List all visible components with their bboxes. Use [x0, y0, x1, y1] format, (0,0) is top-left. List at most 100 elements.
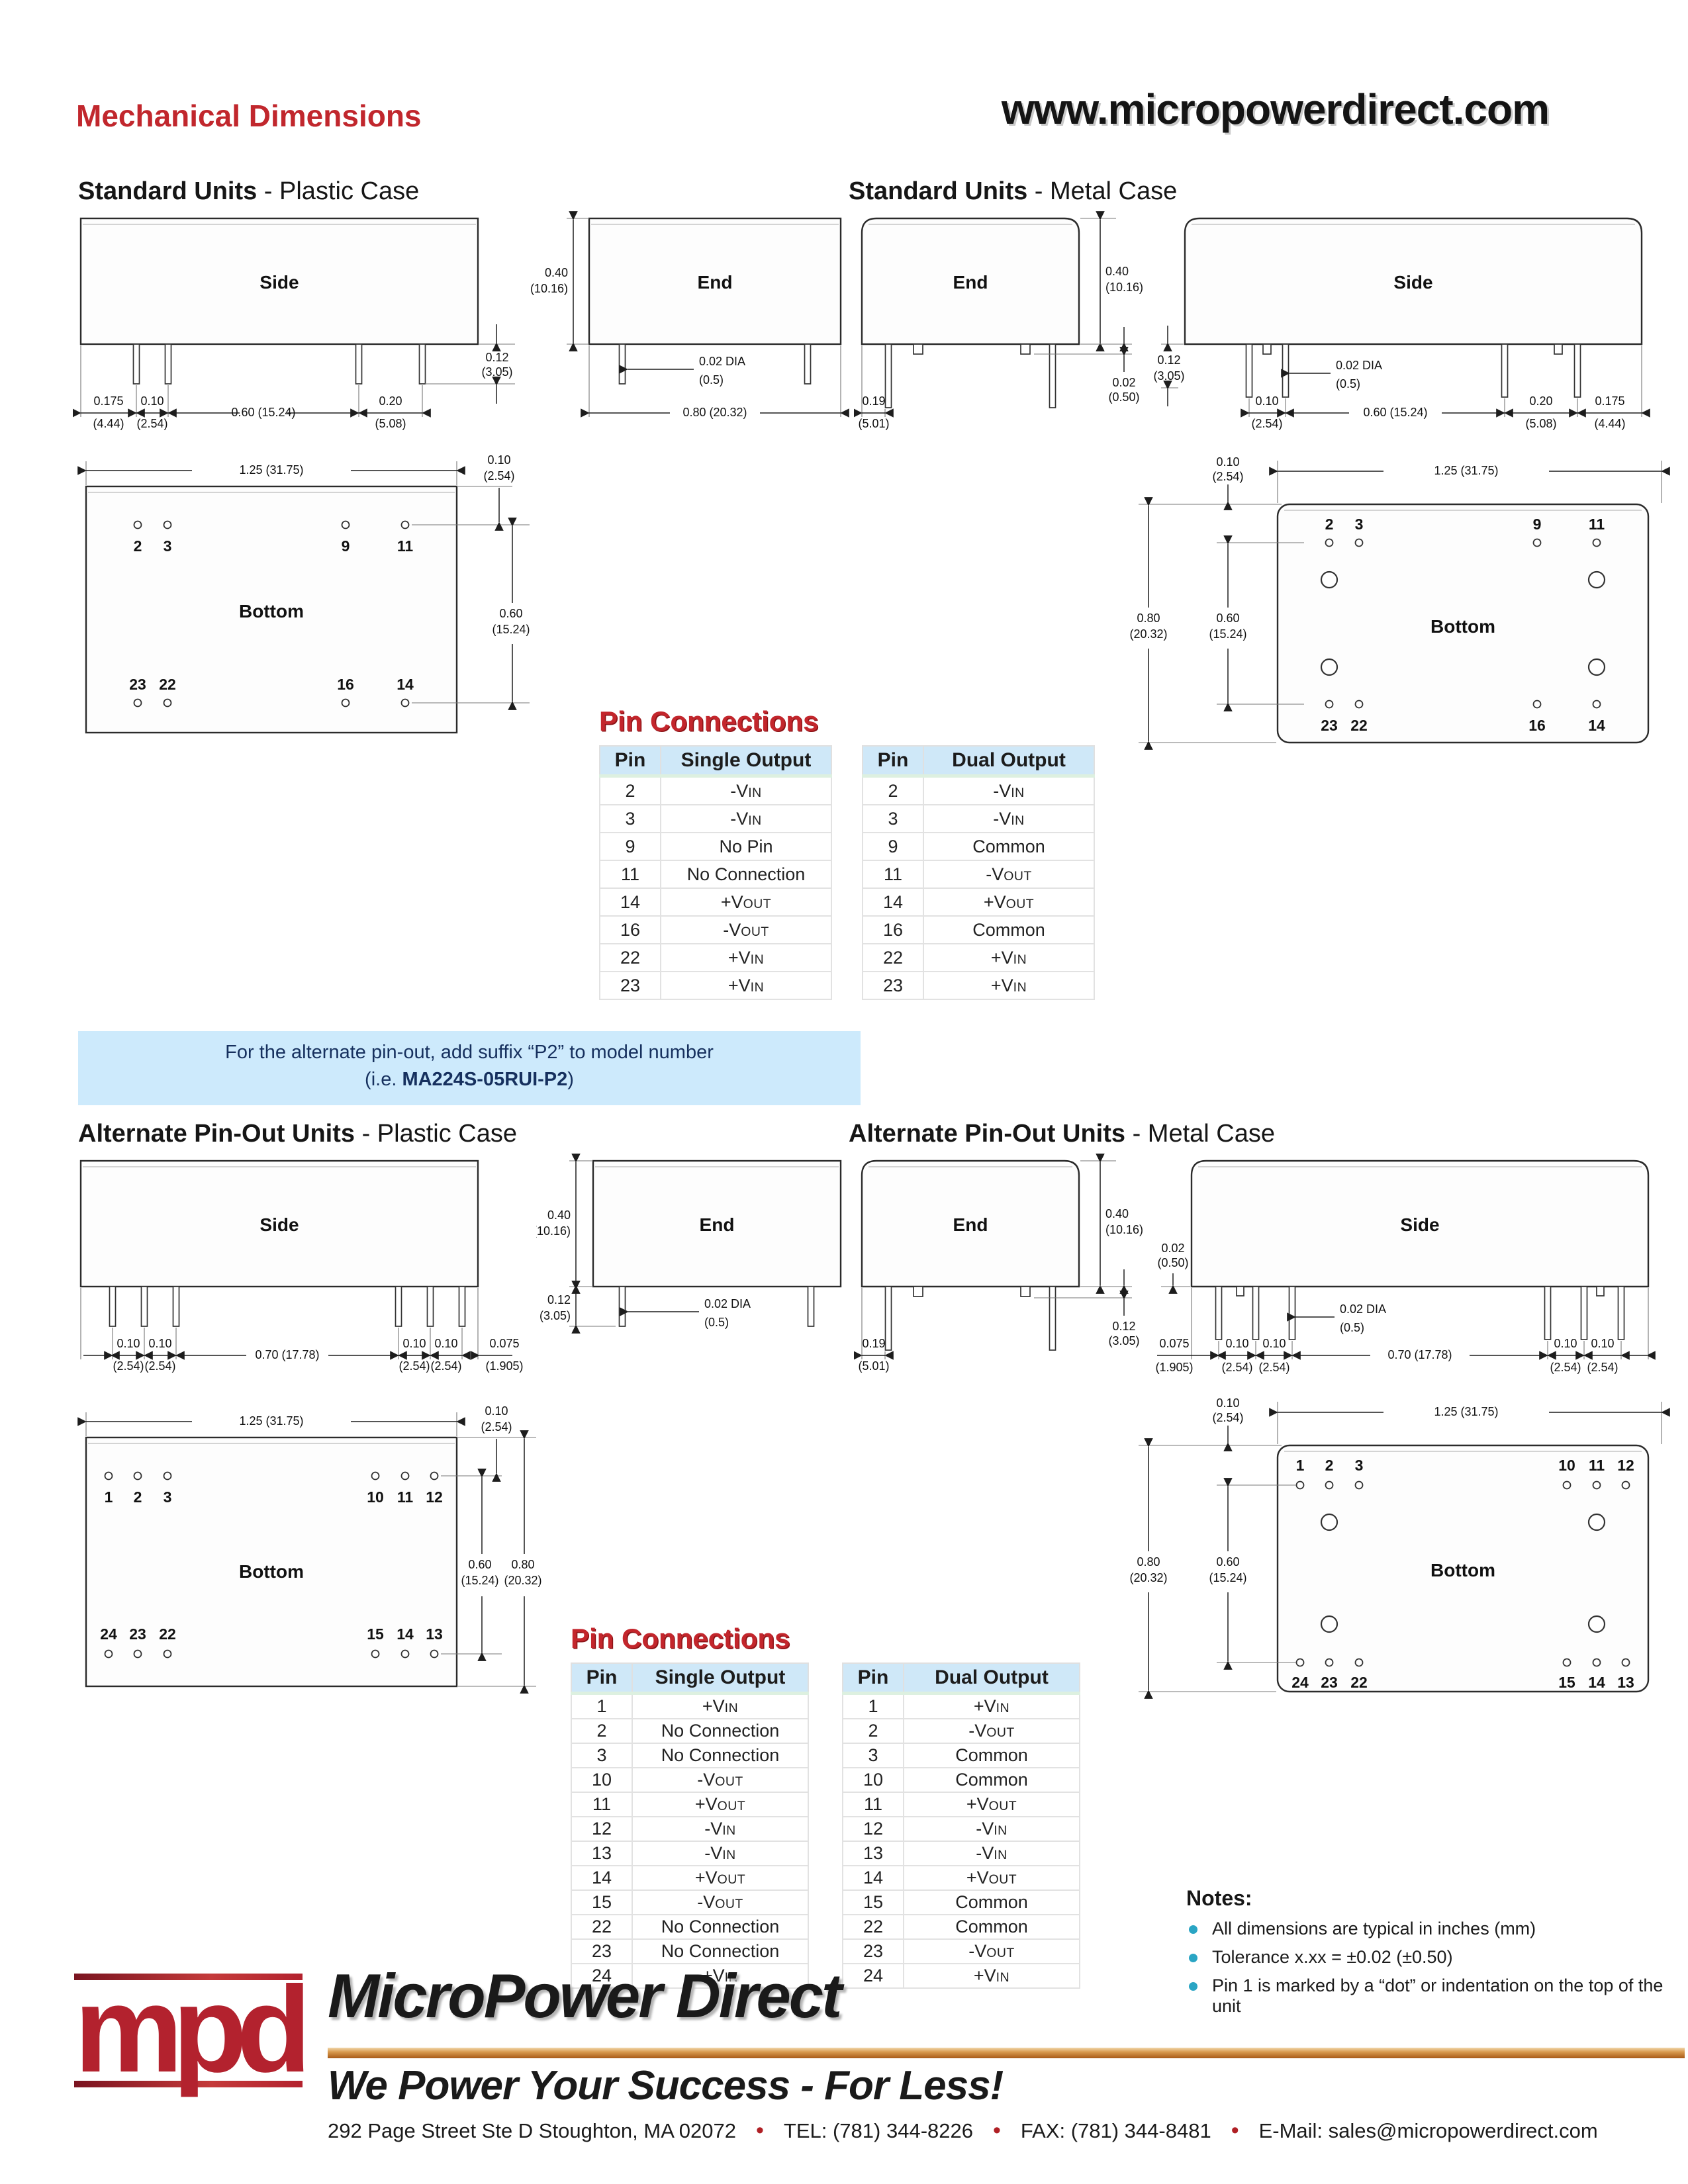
- pin-number: 23: [129, 676, 146, 693]
- contact-line: 292 Page Street Ste D Stoughton, MA 0207…: [328, 2118, 1688, 2144]
- dim-label: 0.10: [140, 394, 164, 408]
- dim-label: 1.25 (31.75): [1434, 464, 1498, 477]
- case-body: [1276, 1444, 1650, 1693]
- section-heading-std-plastic: Standard Units - Plastic Case: [78, 177, 419, 206]
- view-label: End: [698, 272, 733, 293]
- table-row: 15 -VOUT: [571, 1889, 809, 1915]
- column-header: Pin: [571, 1662, 633, 1695]
- dim-flange: 0.02 (0.50): [1157, 1242, 1190, 1294]
- table-header-row: Pin Single Output: [571, 1662, 809, 1695]
- dim-pin-dia: 0.02 DIA (0.5): [1281, 359, 1382, 390]
- dim-label: (3.05): [1153, 369, 1184, 383]
- pin-number: 23: [1321, 717, 1338, 734]
- pin-number-cell: 9: [862, 832, 924, 861]
- pin-number: 10: [367, 1488, 384, 1506]
- table-row: 11 +VOUT: [842, 1792, 1080, 1817]
- alternate-pinout-banner: For the alternate pin-out, add suffix “P…: [78, 1031, 861, 1105]
- view-label: End: [953, 1214, 988, 1235]
- mpd-logo: mpd: [74, 1969, 322, 2091]
- dim-label: (20.32): [1129, 1571, 1167, 1584]
- dim-label: (10.16): [530, 282, 568, 295]
- dim-width: 1.25 (31.75): [1269, 1402, 1670, 1444]
- dim-label: 0.02: [1161, 1242, 1184, 1255]
- pin-function-cell: -VIN: [903, 1841, 1080, 1866]
- dim-label: (2.54): [430, 1359, 461, 1373]
- case-body: [79, 1160, 479, 1288]
- drawing-alt-metal-end: End 0.40 (10.16) 0.12 (3.05) 0.19 (5.01): [854, 1154, 1143, 1373]
- pin-function-cell: -VOUT: [923, 860, 1095, 889]
- dim-label: 0.075: [489, 1337, 519, 1350]
- fax-number: FAX: (781) 344-8481: [1020, 2118, 1211, 2142]
- dim-label: 0.02 DIA: [699, 355, 745, 368]
- pin-number-cell: 10: [842, 1767, 904, 1793]
- bullet-icon: [1189, 1954, 1197, 1962]
- case-body: [85, 485, 458, 734]
- table-row: 3 -VIN: [599, 804, 832, 833]
- dim-label: (2.54): [1258, 1361, 1289, 1374]
- dim-pin-offset: 0.19 (5.01): [854, 345, 894, 430]
- drawing-std-plastic-bottom: 1.25 (31.75) Bottom 2 3 9 11 23 22 16 14…: [77, 453, 530, 734]
- pin-number: 24: [100, 1625, 117, 1643]
- dim-height: 0.40 (10.16): [1080, 1154, 1143, 1294]
- pin-connections-title: Pin Connections: [599, 705, 819, 737]
- pin-number-cell: 14: [862, 887, 924, 917]
- pin-number: 12: [1617, 1457, 1634, 1474]
- pin-number-cell: 12: [571, 1816, 633, 1842]
- pin-number-cell: 2: [842, 1718, 904, 1744]
- pin-table-alternate-dual: Pin Dual Output 1 +VIN 2 -VOUT 3 Common 10 Common…: [842, 1662, 1080, 1989]
- dim-label: (15.24): [1209, 627, 1246, 641]
- dim-label: (0.5): [699, 373, 724, 387]
- dim-label: (2.54): [1550, 1361, 1581, 1374]
- dim-label: (10.16): [1105, 281, 1143, 294]
- dim-label: (0.5): [1340, 1321, 1364, 1334]
- case-body: [1190, 1160, 1650, 1288]
- table-row: 13 -VIN: [842, 1841, 1080, 1866]
- pin-number: 2: [134, 1488, 142, 1506]
- drawing-std-metal-end: End 0.40 (10.16) 0.02 (0.50) 0.19 (5.01): [854, 211, 1143, 430]
- pin-function-cell: -VIN: [632, 1816, 809, 1842]
- dim-height: 0.40 (10.16): [1080, 211, 1143, 351]
- table-row: 1 +VIN: [571, 1692, 809, 1719]
- table-row: 2 -VIN: [599, 775, 832, 805]
- table-row: 11 No Connection: [599, 860, 832, 889]
- view-label: End: [953, 272, 988, 293]
- pin-number-cell: 15: [571, 1889, 633, 1915]
- dim-label: (5.08): [1525, 417, 1556, 430]
- dim-bottom: 0.10 (2.54) 0.60 (15.24) 0.20 (5.08) 0.1…: [1241, 345, 1650, 430]
- pin-number: 3: [164, 1488, 172, 1506]
- note-text: Pin 1 is marked by a “dot” or indentatio…: [1212, 1976, 1664, 2016]
- dim-label: 0.70 (17.78): [255, 1348, 319, 1361]
- pin-table-standard-single: Pin Single Output 2 -VIN 3 -VIN 9 No Pin 11 No Co…: [599, 745, 832, 1000]
- table-row: 3 Common: [842, 1743, 1080, 1768]
- drawing-alt-plastic-side: Side 0.10 (2.54) 0.10 (2.54) 0.70 (17.78…: [79, 1160, 524, 1373]
- view-label: Side: [1393, 272, 1432, 293]
- pin-function-cell: +VIN: [923, 971, 1095, 1000]
- notes-title: Notes:: [1186, 1886, 1252, 1910]
- banner-line2-prefix: (i.e.: [365, 1069, 402, 1090]
- pin-number: 14: [397, 1625, 414, 1643]
- dim-label: 0.075: [1159, 1337, 1189, 1350]
- pin-number-cell: 22: [862, 943, 924, 972]
- case-body: [79, 217, 479, 345]
- pin-number-cell: 13: [571, 1841, 633, 1866]
- pin-function-cell: -VIN: [923, 775, 1095, 805]
- pin-function-cell: -VIN: [903, 1816, 1080, 1842]
- table-row: 1 +VIN: [842, 1692, 1080, 1719]
- dim-label: 0.10: [1255, 394, 1278, 408]
- dim-height: 0.40 (10.16): [536, 1154, 592, 1294]
- drawing-alt-metal-side: Side 0.02 (0.50) 0.02 DIA (0.5): [1155, 1160, 1656, 1374]
- table-row: 22 +VIN: [599, 943, 832, 972]
- dim-label: 0.02 DIA: [704, 1297, 751, 1310]
- pin-number: 11: [397, 1488, 414, 1506]
- view-label: End: [700, 1214, 735, 1235]
- pin-function-cell: +VOUT: [660, 887, 832, 917]
- pin-table-alternate-single: Pin Single Output 1 +VIN 2 No Connection 3 No C…: [571, 1662, 809, 1989]
- dim-label: 0.12: [1112, 1320, 1135, 1333]
- dim-label: 0.02: [1112, 376, 1135, 389]
- dim-label: (5.08): [375, 417, 406, 430]
- dim-label: 0.19: [862, 394, 885, 408]
- section-heading-rest: - Plastic Case: [355, 1120, 517, 1148]
- pin-number: 3: [1355, 1457, 1364, 1474]
- dim-standoff: 0.12 (3.05): [425, 324, 515, 404]
- drawing-std-metal-bottom: 0.10 (2.54) 1.25 (31.75) Bottom 2 3 9 11…: [1129, 455, 1670, 750]
